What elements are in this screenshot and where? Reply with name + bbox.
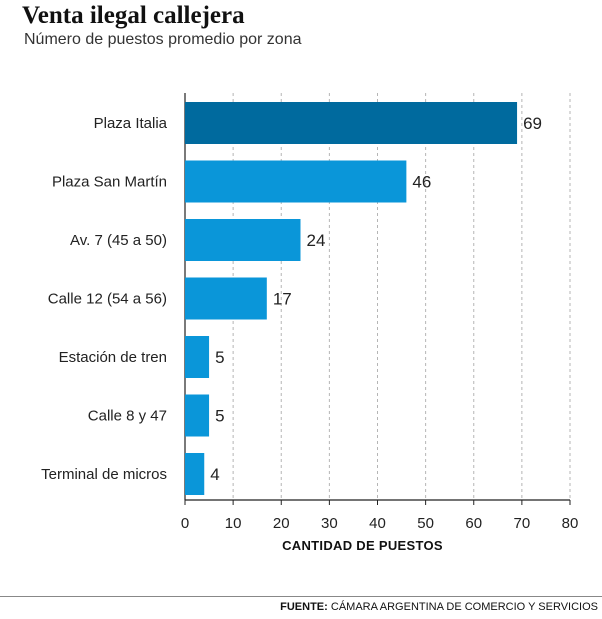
value-label-2: 24 bbox=[307, 231, 326, 250]
bar-1 bbox=[185, 160, 407, 203]
source-label: FUENTE: bbox=[280, 601, 328, 613]
bar-6 bbox=[185, 453, 205, 495]
value-label-0: 69 bbox=[523, 114, 542, 133]
bar-5 bbox=[185, 394, 210, 437]
bar-4 bbox=[185, 336, 210, 378]
value-label-6: 4 bbox=[210, 465, 219, 484]
bar-3 bbox=[185, 277, 267, 320]
bar-0 bbox=[185, 102, 518, 144]
value-label-4: 5 bbox=[215, 348, 224, 367]
chart-subtitle: Número de puestos promedio por zona bbox=[24, 31, 302, 48]
category-label-0: Plaza Italia bbox=[94, 115, 168, 132]
category-label-5: Calle 8 y 47 bbox=[88, 408, 167, 425]
x-tick-label-40: 40 bbox=[369, 515, 386, 532]
bars bbox=[185, 102, 518, 495]
footer-divider bbox=[0, 596, 602, 597]
x-tick-label-0: 0 bbox=[181, 515, 189, 532]
value-label-1: 46 bbox=[412, 173, 431, 192]
x-axis-label: CANTIDAD DE PUESTOS bbox=[282, 538, 443, 553]
x-tick-label-10: 10 bbox=[225, 515, 242, 532]
x-tick-label-80: 80 bbox=[562, 515, 579, 532]
labels: 0 10 20 30 40 50 60 70 80 CANTIDAD DE PUESTOS Plaz… bbox=[41, 114, 578, 553]
source-footer: FUENTE: CÁMARA ARGENTINA DE COMERCIO Y S… bbox=[280, 601, 598, 613]
category-label-1: Plaza San Martín bbox=[52, 174, 167, 191]
bar-chart: 0 10 20 30 40 50 60 70 80 CANTIDAD DE PUESTOS Plaz… bbox=[41, 93, 578, 553]
x-tick-label-50: 50 bbox=[417, 515, 434, 532]
category-label-2: Av. 7 (45 a 50) bbox=[70, 232, 167, 249]
source-text: CÁMARA ARGENTINA DE COMERCIO Y SERVICIOS bbox=[330, 601, 598, 613]
bar-2 bbox=[185, 219, 301, 261]
value-label-3: 17 bbox=[273, 290, 292, 309]
category-label-6: Terminal de micros bbox=[41, 466, 167, 483]
chart-title: Venta ilegal callejera bbox=[22, 2, 245, 29]
value-label-5: 5 bbox=[215, 407, 224, 426]
x-tick-label-20: 20 bbox=[273, 515, 290, 532]
x-tick-label-60: 60 bbox=[465, 515, 482, 532]
category-label-3: Calle 12 (54 a 56) bbox=[48, 291, 167, 308]
x-tick-label-30: 30 bbox=[321, 515, 338, 532]
category-label-4: Estación de tren bbox=[59, 349, 167, 366]
x-tick-label-70: 70 bbox=[514, 515, 531, 532]
